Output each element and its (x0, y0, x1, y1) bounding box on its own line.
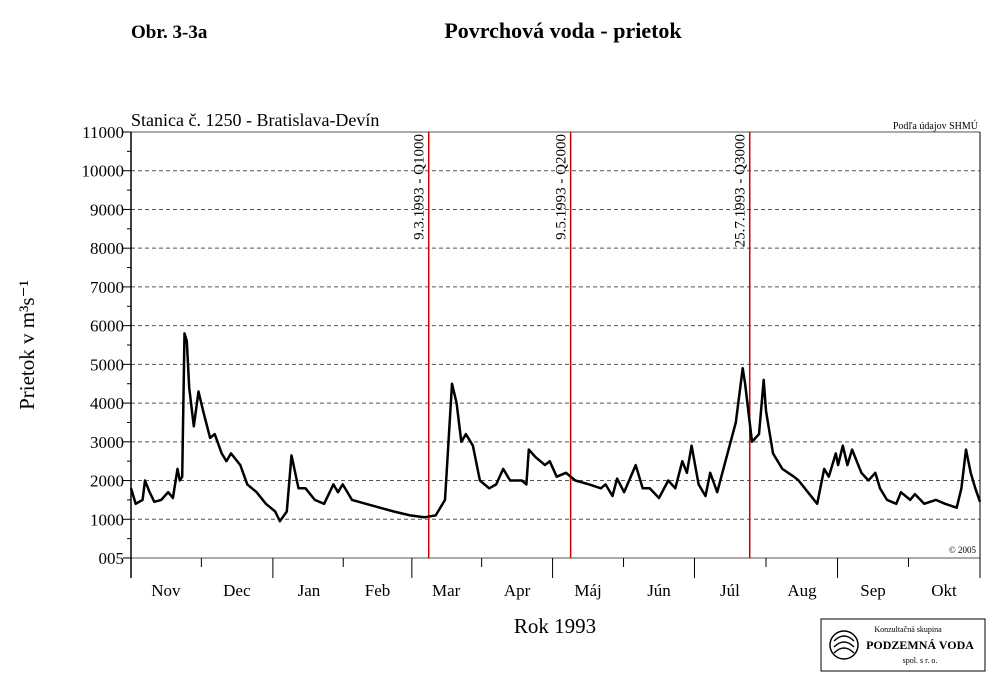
x-tick-label: Feb (365, 581, 391, 600)
x-tick-label: Jan (298, 581, 321, 600)
x-tick-label: Mar (432, 581, 461, 600)
y-tick-label: 4000 (90, 394, 124, 413)
x-tick-label: Júl (720, 581, 740, 600)
x-tick-label: Nov (151, 581, 181, 600)
y-axis-title: Prietok v m³s⁻¹ (15, 280, 39, 410)
page-title: Povrchová voda - prietok (444, 18, 682, 43)
y-tick-label: 11000 (82, 123, 124, 142)
annotation-label: 9.5.1993 - Q2000 (554, 134, 570, 240)
y-tick-label: 5000 (90, 355, 124, 374)
logo-frame (820, 618, 986, 672)
x-tick-label: Okt (931, 581, 957, 600)
x-tick-label: Sep (860, 581, 886, 600)
y-tick-label: 6000 (90, 317, 124, 336)
data-line (129, 332, 982, 523)
x-tick-label: Jún (647, 581, 671, 600)
y-tick-label: 3000 (90, 433, 124, 452)
copyright: © 2005 (949, 545, 977, 555)
y-tick-label: 005 (99, 549, 125, 568)
logo-text: PODZEMNÁ VODA (866, 638, 974, 652)
x-tick-label: Dec (223, 581, 251, 600)
y-tick-label: 8000 (90, 239, 124, 258)
logo: Konzultačná skupina PODZEMNÁ VODA spol. … (820, 618, 986, 672)
x-tick-label: Aug (787, 581, 817, 600)
x-tick-label: Máj (574, 581, 601, 600)
y-tick-label: 10000 (82, 162, 125, 181)
chart-title: Stanica č. 1250 - Bratislava-Devín (131, 110, 379, 130)
annotation-label: 9.3.1993 - Q1000 (412, 134, 428, 240)
x-axis-title: Rok 1993 (514, 614, 596, 638)
annotation-label: 25.7.1993 - Q3000 (733, 134, 749, 247)
y-tick-label: 7000 (90, 278, 124, 297)
x-tick-label: Apr (504, 581, 531, 600)
figure-label: Obr. 3-3a (131, 22, 208, 43)
y-tick-label: 9000 (90, 200, 124, 219)
logo-icon (829, 630, 859, 660)
y-tick-label: 2000 (90, 472, 124, 491)
y-tick-label: 1000 (90, 510, 124, 529)
source-note: Podľa údajov SHMÚ (893, 120, 979, 132)
logo-text: Konzultačná skupina (874, 625, 942, 634)
logo-text: spol. s r. o. (903, 656, 938, 665)
